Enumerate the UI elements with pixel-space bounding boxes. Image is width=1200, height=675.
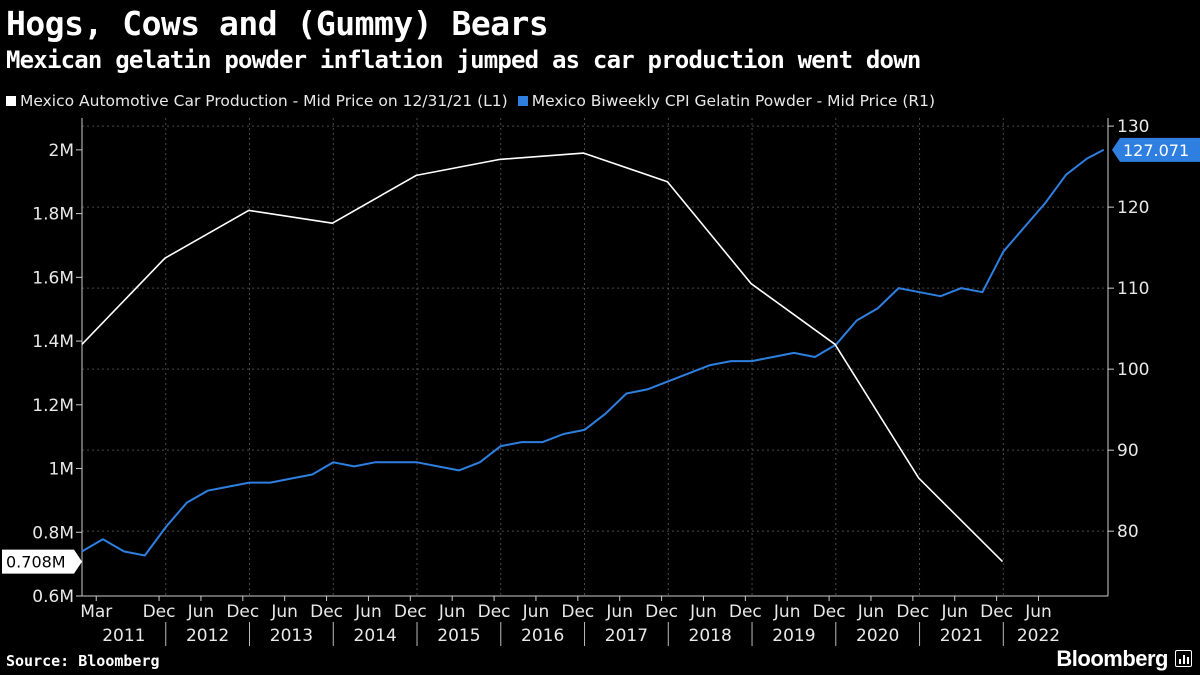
legend-label-gelatin-cpi: Mexico Biweekly CPI Gelatin Powder - Mid… bbox=[531, 92, 936, 110]
x-axis-tick-label: Dec bbox=[478, 602, 511, 622]
chart-subtitle: Mexican gelatin powder inflation jumped … bbox=[6, 46, 921, 74]
x-axis-year-label: 2019 bbox=[772, 626, 815, 646]
x-axis-year-label: 2021 bbox=[940, 626, 983, 646]
x-axis-tick-label: Jun bbox=[270, 602, 298, 622]
x-axis-tick-label: Jun bbox=[689, 602, 717, 622]
legend-item-car-production: Mexico Automotive Car Production - Mid P… bbox=[6, 92, 508, 110]
x-axis-year-label: 2013 bbox=[270, 626, 313, 646]
x-axis-tick-label: Dec bbox=[980, 602, 1013, 622]
right-axis-tick-label: 90 bbox=[1117, 441, 1139, 461]
x-axis-year-label: 2022 bbox=[1017, 626, 1060, 646]
x-axis-tick-label: Jun bbox=[857, 602, 885, 622]
x-axis-year-label: 2016 bbox=[521, 626, 564, 646]
x-axis-tick-label: Dec bbox=[896, 602, 929, 622]
series-line-gelatin-cpi bbox=[81, 148, 1105, 557]
legend-label-car-production: Mexico Automotive Car Production - Mid P… bbox=[20, 92, 508, 110]
x-axis-tick-label: Jun bbox=[1024, 602, 1052, 622]
left-axis-tick-label: 1.6M bbox=[32, 268, 74, 288]
x-axis-tick-label: Jun bbox=[605, 602, 633, 622]
x-axis-tick-label: Mar bbox=[80, 602, 112, 622]
x-axis-tick-label: Dec bbox=[729, 602, 762, 622]
right-axis-tick-label: 130 bbox=[1117, 117, 1149, 137]
x-axis-year-label: 2014 bbox=[354, 626, 397, 646]
left-axis-tick-label: 1.8M bbox=[32, 205, 74, 225]
x-axis-year-label: 2012 bbox=[186, 626, 229, 646]
last-value-label-car: 0.708M bbox=[6, 553, 66, 572]
left-axis-tick-label: 0.8M bbox=[32, 523, 74, 543]
x-axis-year-label: 2015 bbox=[437, 626, 480, 646]
x-axis-tick-label: Jun bbox=[354, 602, 382, 622]
chart-title: Hogs, Cows and (Gummy) Bears bbox=[6, 4, 549, 43]
x-axis-year-label: 2017 bbox=[605, 626, 648, 646]
bloomberg-chart-icon bbox=[1175, 650, 1192, 667]
right-axis-tick-label: 120 bbox=[1117, 198, 1149, 218]
left-axis-tick-label: 1.2M bbox=[32, 396, 74, 416]
x-axis-tick-label: Dec bbox=[561, 602, 594, 622]
left-axis-tick-label: 2M bbox=[49, 141, 74, 161]
x-axis-year-label: 2011 bbox=[102, 626, 145, 646]
x-axis-tick-label: Dec bbox=[394, 602, 427, 622]
last-value-badge-cpi bbox=[1112, 137, 1200, 162]
right-axis-tick-label: 80 bbox=[1117, 522, 1139, 542]
x-axis-year-label: 2020 bbox=[856, 626, 899, 646]
series-line-car-production bbox=[81, 152, 1004, 563]
bloomberg-logo: Bloomberg bbox=[1056, 646, 1168, 671]
last-value-badge-car bbox=[2, 549, 82, 574]
legend-swatch-blue bbox=[517, 96, 528, 106]
x-axis-tick-label: Jun bbox=[773, 602, 801, 622]
legend: Mexico Automotive Car Production - Mid P… bbox=[6, 92, 945, 110]
right-axis-tick-label: 100 bbox=[1117, 360, 1149, 380]
source-note: Source: Bloomberg bbox=[6, 652, 160, 670]
legend-item-gelatin-cpi: Mexico Biweekly CPI Gelatin Powder - Mid… bbox=[517, 92, 936, 110]
left-axis-tick-label: 0.6M bbox=[32, 587, 74, 607]
x-axis-tick-label: Jun bbox=[438, 602, 466, 622]
x-axis-year-label: 2018 bbox=[689, 626, 732, 646]
left-axis-tick-label: 1M bbox=[49, 460, 74, 480]
left-axis-tick-label: 1.4M bbox=[32, 332, 74, 352]
last-value-label-cpi: 127.071 bbox=[1123, 141, 1189, 160]
right-axis-tick-label: 110 bbox=[1117, 279, 1149, 299]
x-axis-tick-label: Dec bbox=[813, 602, 846, 622]
x-axis-tick-label: Dec bbox=[310, 602, 343, 622]
x-axis-tick-label: Dec bbox=[645, 602, 678, 622]
x-axis-tick-label: Dec bbox=[143, 602, 176, 622]
x-axis-tick-label: Jun bbox=[940, 602, 968, 622]
legend-swatch-white bbox=[6, 96, 16, 106]
x-axis-tick-label: Dec bbox=[226, 602, 259, 622]
x-axis-tick-label: Jun bbox=[187, 602, 215, 622]
x-axis-tick-label: Jun bbox=[522, 602, 550, 622]
